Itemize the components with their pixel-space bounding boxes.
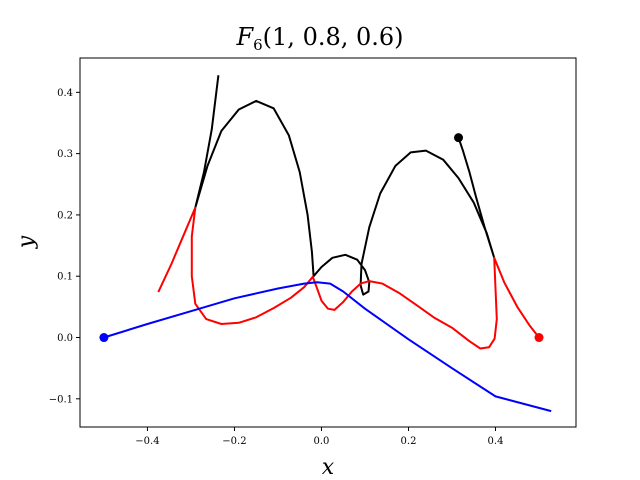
title-subscript: 6: [253, 36, 263, 54]
x-axis-label: x: [322, 455, 335, 480]
endpoint-marker-black: [454, 133, 464, 143]
y-tick-label: 0.2: [57, 210, 73, 221]
x-axis-ticks: −0.4 −0.2 0.0 0.2 0.4: [135, 427, 503, 447]
y-axis-label: y: [14, 235, 39, 249]
x-tick-label: 0.4: [488, 436, 504, 447]
y-tick-label: −0.1: [49, 394, 73, 405]
endpoint-marker-red: [534, 333, 544, 343]
title-main: F: [235, 23, 254, 51]
x-tick-label: −0.4: [135, 436, 159, 447]
x-tick-label: 0.2: [401, 436, 417, 447]
y-tick-label: 0.3: [57, 149, 73, 160]
x-tick-label: −0.2: [222, 436, 246, 447]
y-tick-label: 0.1: [57, 272, 73, 283]
y-tick-label: 0.4: [57, 88, 73, 99]
y-tick-label: 0.0: [57, 333, 73, 344]
axes-frame: [79, 57, 577, 428]
chart-title: F6(1, 0.8, 0.6): [235, 23, 403, 54]
series-line-blue: [103, 281, 552, 413]
title-args: (1, 0.8, 0.6): [263, 23, 404, 51]
plot-area: [99, 75, 552, 413]
endpoint-marker-blue: [99, 333, 109, 343]
x-tick-label: 0.0: [314, 436, 330, 447]
series-line-red: [157, 206, 540, 350]
y-axis-ticks: −0.1 0.0 0.1 0.2 0.3 0.4: [49, 88, 80, 405]
svg-text:F6(1, 0.8, 0.6): F6(1, 0.8, 0.6): [235, 23, 403, 54]
series-line-black: [194, 75, 496, 296]
